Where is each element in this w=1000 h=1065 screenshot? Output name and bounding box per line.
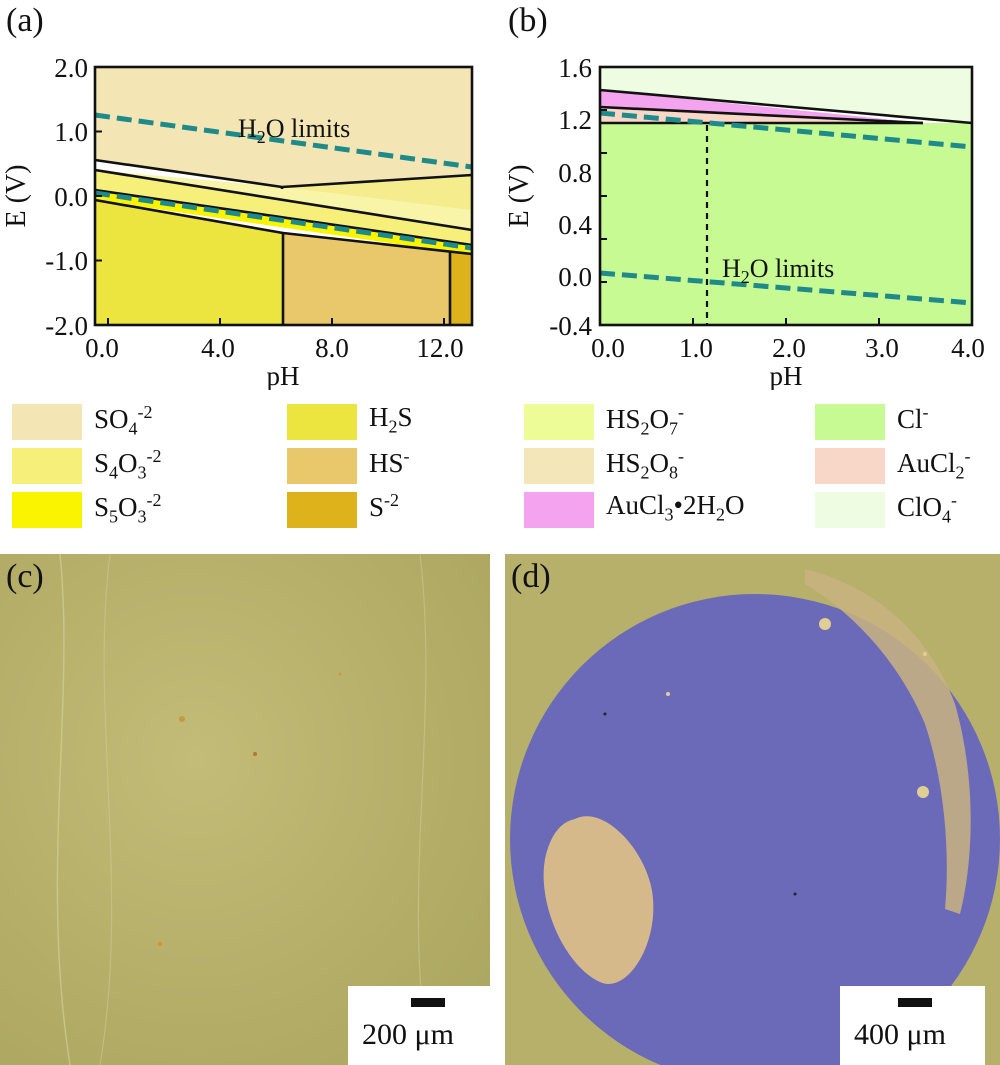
legend-label-hs2o7: HS2O7- (606, 402, 685, 439)
legend-label-h2s: H2S (369, 402, 413, 437)
tick-marks-a (95, 66, 445, 325)
legend-label-hs: HS- (369, 446, 410, 478)
legend-label-hs2o8: HS2O8- (606, 446, 685, 483)
water-limit-lines-b (599, 110, 973, 306)
xtick-b-1: 1.0 (679, 333, 713, 363)
legend-swatch-aucl2 (815, 448, 885, 484)
panel-c-label: (c) (6, 558, 44, 595)
micrograph-d: (d) 400 μm (505, 554, 1000, 1065)
water-limits-label-b: H2O limits (722, 254, 834, 287)
scale-bar-c (411, 998, 445, 1007)
scale-label-d: 400 μm (854, 1018, 946, 1051)
tick-marks-b (600, 66, 880, 325)
gold-patch-left (543, 816, 654, 984)
legend-swatch-cl (815, 404, 885, 440)
xtick-b-0: 0.0 (591, 333, 625, 363)
water-limit-lines-a (94, 112, 473, 251)
panel-b-label: (b) (508, 2, 548, 39)
xtick-b-3: 3.0 (865, 333, 899, 363)
boundary-lines-b (599, 88, 973, 125)
pourbaix-diagram-a: 2.0 1.0 0.0 -1.0 -2.0 0.0 4.0 8.0 12.0 p… (1, 53, 474, 390)
ylabel-a: E (V) (1, 165, 32, 228)
legend-swatch-clo4 (815, 492, 885, 528)
region-h2s (95, 200, 283, 325)
ylabel-b: E (V) (504, 165, 535, 228)
legend-swatch-aucl3 (524, 492, 594, 528)
legend-swatch-s2 (287, 492, 357, 528)
legend-swatch-h2s (287, 404, 357, 440)
legend-swatch-s5o3 (12, 492, 82, 528)
xtick-a-2: 8.0 (315, 333, 349, 363)
legend-label-aucl2: AuCl2- (897, 446, 971, 483)
panel-d-label: (d) (511, 558, 551, 595)
gold-rim-right (805, 569, 971, 914)
xlabel-a: pH (267, 361, 300, 390)
scale-bar-d (898, 998, 932, 1007)
legend-label-s5o3: S5O3-2 (94, 490, 162, 527)
xtick-b-4: 4.0 (951, 333, 985, 363)
ytick-a-2: 0.0 (54, 182, 88, 212)
legend-swatch-hs2o8 (524, 448, 594, 484)
legend-label-aucl3: AuCl3•2H2O (606, 490, 745, 525)
legend-label-s4o3: S4O3-2 (94, 446, 162, 483)
boundary-lines-a (94, 158, 473, 325)
ytick-a-3: -1.0 (45, 246, 88, 276)
xtick-a-1: 4.0 (201, 333, 235, 363)
legend-swatch-so4 (12, 404, 82, 440)
disc-image-d (510, 569, 1000, 1065)
xlabel-b: pH (770, 361, 803, 390)
ytick-b-1: 1.2 (558, 105, 592, 135)
region-s4o3 (95, 170, 472, 245)
panel-a-label: (a) (6, 2, 44, 39)
legend-label-so4: SO4-2 (94, 402, 153, 439)
ytick-a-0: 2.0 (54, 53, 88, 83)
scale-label-c: 200 μm (362, 1018, 454, 1051)
legend-swatch-hs (287, 448, 357, 484)
legend-label-cl: Cl- (897, 402, 929, 434)
region-s2 (450, 252, 472, 325)
legend-swatch-s4o3 (12, 448, 82, 484)
ytick-b-2: 0.8 (558, 158, 592, 188)
ytick-b-5: -0.4 (549, 311, 592, 341)
xtick-a-0: 0.0 (85, 333, 119, 363)
ytick-b-0: 1.6 (558, 53, 592, 83)
scale-box-c: 200 μm (348, 986, 490, 1065)
xtick-b-2: 2.0 (772, 333, 806, 363)
scale-box-d: 400 μm (840, 986, 985, 1065)
pourbaix-diagram-b: 1.6 1.2 0.8 0.4 0.0 -0.4 0.0 1.0 2.0 3.0… (504, 53, 985, 390)
legend-label-clo4: ClO4- (897, 490, 958, 527)
water-limits-label-a: H2O limits (238, 114, 350, 147)
xtick-a-3: 12.0 (416, 333, 463, 363)
legend-label-s2: S-2 (369, 490, 400, 522)
ytick-b-4: 0.0 (558, 262, 592, 292)
legend-swatch-hs2o7 (524, 404, 594, 440)
ytick-b-3: 0.4 (558, 210, 592, 240)
ytick-a-1: 1.0 (54, 117, 88, 147)
region-hs (283, 233, 450, 325)
region-cl (600, 123, 972, 325)
region-clo4 (600, 67, 972, 123)
ytick-a-4: -2.0 (45, 311, 88, 341)
micrograph-c: (c) 200 μm (0, 554, 490, 1065)
